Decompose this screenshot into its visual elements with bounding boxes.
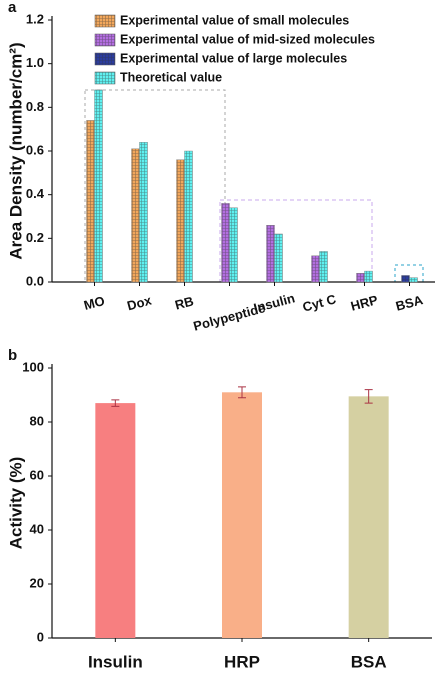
y-tick-label: 0.4 <box>26 186 45 201</box>
bar <box>221 203 230 283</box>
bar <box>274 233 283 283</box>
error-bar <box>111 399 120 407</box>
y-tick-label: 40 <box>30 521 44 536</box>
bar <box>95 403 136 638</box>
y-tick-label: 1.2 <box>26 11 44 26</box>
bar <box>364 270 373 283</box>
y-tick-label: 0.2 <box>26 230 44 245</box>
y-tick-label: 0.6 <box>26 142 44 157</box>
y-tick-label: 100 <box>22 359 44 374</box>
y-tick-label: 20 <box>30 575 44 590</box>
x-tick-label: Insulin <box>252 290 296 315</box>
bar <box>319 251 328 283</box>
y-tick-label: 0.0 <box>26 273 44 288</box>
bar <box>348 396 389 638</box>
error-bar <box>364 389 373 404</box>
group-box <box>84 89 226 283</box>
group-box <box>394 264 424 283</box>
bar <box>176 159 185 283</box>
y-axis-title: Area Density (number/cm²) <box>6 42 25 259</box>
x-tick-label: HRP <box>224 652 260 671</box>
y-tick-label: 1.0 <box>26 55 44 70</box>
x-tick-label: Cyt C <box>301 291 338 314</box>
x-tick-label: MO <box>82 293 106 313</box>
bar <box>139 142 148 283</box>
bar <box>266 225 275 283</box>
bar <box>356 273 365 283</box>
y-tick-label: 60 <box>30 467 44 482</box>
x-tick-label: HRP <box>349 292 380 314</box>
legend-label: Experimental value of mid-sized molecule… <box>120 32 375 46</box>
x-tick-label: RB <box>173 293 195 312</box>
panel-label: b <box>8 347 17 364</box>
y-tick-label: 0.8 <box>26 99 44 114</box>
legend-swatch <box>94 52 116 66</box>
bar <box>229 207 238 283</box>
legend-label: Experimental value of large molecules <box>120 51 347 65</box>
bar <box>86 120 95 283</box>
group-box <box>219 199 373 283</box>
panel-label: a <box>8 0 17 16</box>
legend-label: Theoretical value <box>120 70 222 84</box>
y-tick-label: 0 <box>37 629 44 644</box>
bar <box>222 392 262 638</box>
legend-swatch <box>94 71 116 85</box>
bar <box>94 89 103 283</box>
x-tick-label: BSA <box>394 292 425 314</box>
bar <box>184 150 193 283</box>
y-tick-label: 80 <box>30 413 44 428</box>
bar <box>401 275 410 283</box>
y-axis-title: Activity (%) <box>6 457 25 550</box>
x-tick-label: Dox <box>125 292 153 313</box>
bar <box>409 277 418 283</box>
legend-swatch <box>94 33 116 47</box>
legend-label: Experimental value of small molecules <box>120 13 349 27</box>
bar <box>131 148 140 283</box>
error-bar <box>238 386 246 399</box>
x-tick-label: Insulin <box>88 652 143 671</box>
bar <box>311 255 320 283</box>
x-tick-label: BSA <box>351 652 387 671</box>
legend-swatch <box>94 14 116 28</box>
